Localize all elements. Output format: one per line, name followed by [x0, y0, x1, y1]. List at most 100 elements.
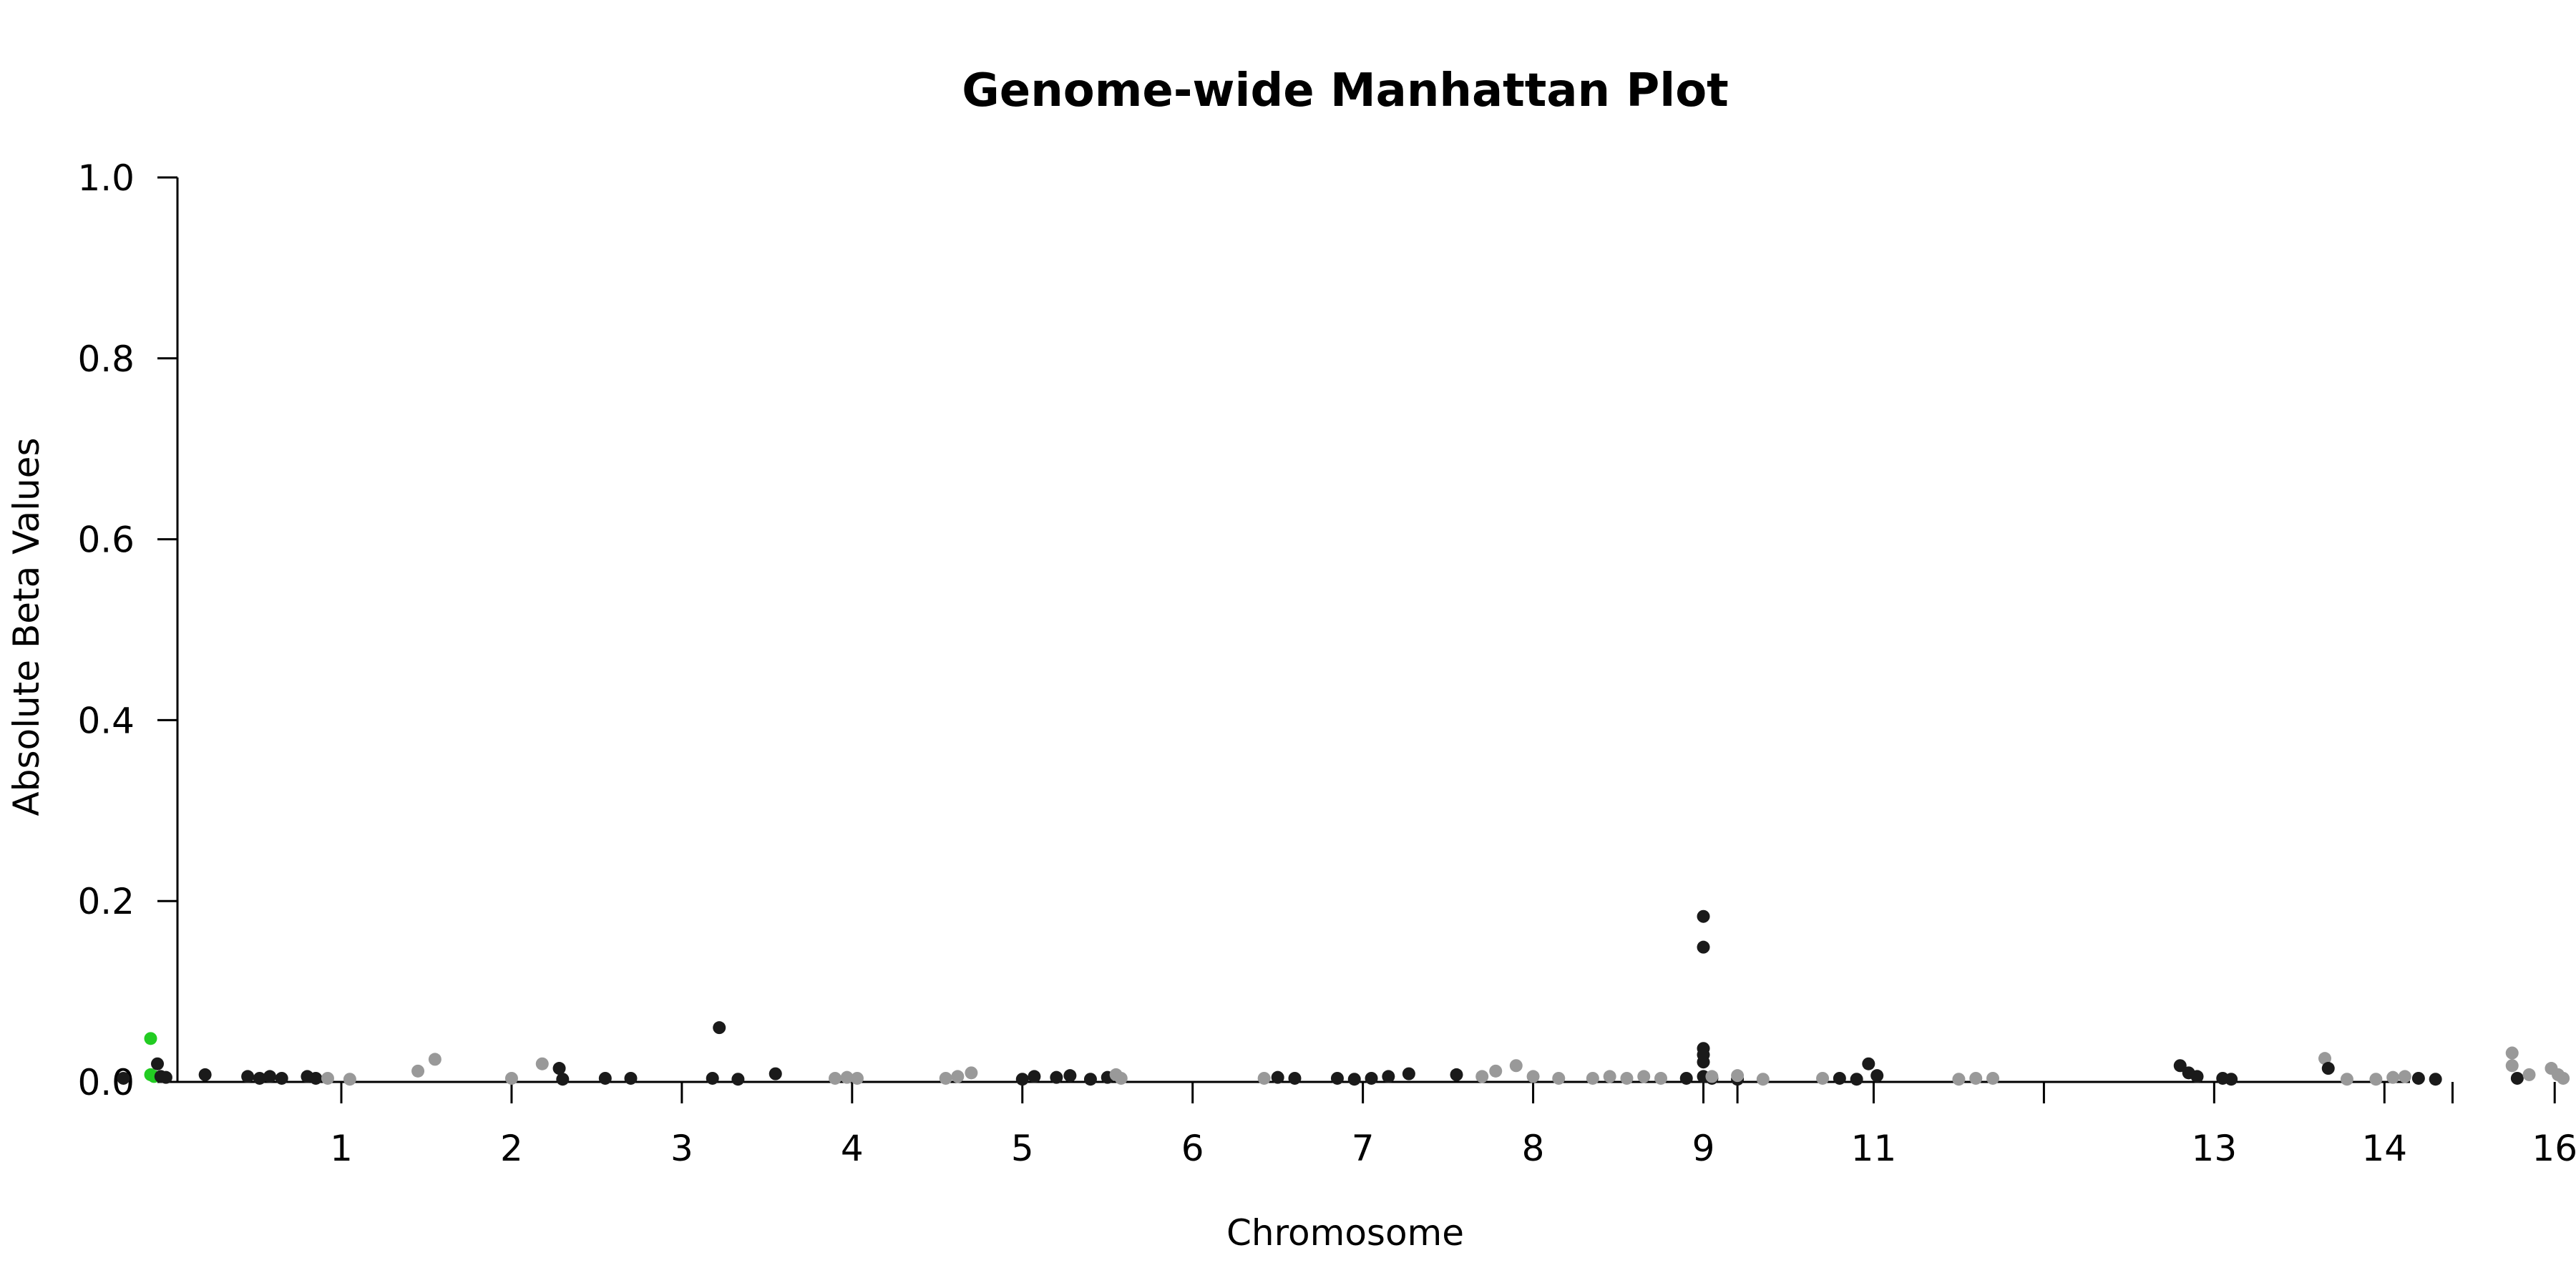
- y-tick-label: 0.2: [77, 881, 135, 922]
- x-tick-label: 2: [500, 1128, 523, 1169]
- data-point: [198, 1068, 212, 1081]
- x-tick-label: 3: [670, 1128, 693, 1169]
- x-tick-label: 8: [1522, 1128, 1545, 1169]
- data-point: [1586, 1071, 1599, 1085]
- data-point: [598, 1071, 612, 1085]
- data-point: [829, 1071, 842, 1085]
- chart-title: Genome-wide Manhattan Plot: [962, 64, 1729, 117]
- data-point: [275, 1071, 288, 1085]
- data-point: [1489, 1064, 1503, 1078]
- data-point: [713, 1021, 726, 1035]
- data-point: [2505, 1046, 2519, 1060]
- data-point: [1969, 1071, 1983, 1085]
- data-point: [1679, 1071, 1693, 1085]
- x-tick-label: 13: [2192, 1128, 2238, 1169]
- x-axis-ticks: 12345678911131416182023: [330, 1082, 2576, 1169]
- data-point: [731, 1073, 745, 1086]
- x-tick-label: 4: [841, 1128, 864, 1169]
- data-point: [151, 1057, 165, 1070]
- data-point: [1816, 1071, 1830, 1085]
- data-point: [624, 1071, 638, 1085]
- data-point: [850, 1071, 864, 1085]
- y-tick-label: 0.6: [77, 519, 135, 561]
- data-point: [1526, 1070, 1540, 1083]
- data-point: [2510, 1071, 2524, 1085]
- data-point: [1952, 1073, 1966, 1086]
- data-point: [1450, 1068, 1463, 1081]
- data-point: [2429, 1073, 2442, 1086]
- data-point: [552, 1062, 566, 1075]
- data-point: [343, 1073, 356, 1086]
- data-point: [840, 1070, 854, 1084]
- data-point: [2557, 1071, 2570, 1085]
- data-point: [1330, 1071, 1344, 1085]
- data-point: [1257, 1071, 1271, 1085]
- y-tick-label: 1.0: [77, 157, 135, 199]
- data-point: [1833, 1071, 1846, 1085]
- data-point: [2321, 1062, 2335, 1075]
- data-point: [411, 1064, 425, 1078]
- y-axis-label: Absolute Beta Values: [6, 438, 47, 816]
- data-point: [1347, 1073, 1361, 1086]
- data-point: [1870, 1069, 1884, 1083]
- data-point: [1637, 1070, 1651, 1083]
- x-tick-label: 9: [1692, 1128, 1715, 1169]
- data-point: [2190, 1070, 2204, 1083]
- data-point: [1697, 940, 1710, 954]
- data-point: [309, 1071, 323, 1085]
- data-point: [1756, 1073, 1770, 1086]
- x-tick-label: 1: [330, 1128, 353, 1169]
- data-point: [159, 1070, 172, 1084]
- data-point: [241, 1070, 255, 1083]
- data-point: [1063, 1069, 1077, 1083]
- data-point: [1271, 1070, 1284, 1084]
- data-point: [951, 1070, 965, 1083]
- data-point: [253, 1071, 266, 1085]
- data-point: [1654, 1071, 1668, 1085]
- data-point: [428, 1053, 441, 1066]
- data-point: [1697, 909, 1710, 923]
- data-point: [1862, 1057, 1875, 1070]
- data-point: [706, 1071, 719, 1085]
- data-point: [1697, 1055, 1710, 1069]
- data-point: [1083, 1073, 1097, 1086]
- x-tick-label: 16: [2532, 1128, 2576, 1169]
- data-point: [1509, 1059, 1523, 1073]
- data-point: [1288, 1071, 1302, 1085]
- data-point: [321, 1071, 334, 1085]
- data-point: [2386, 1070, 2400, 1084]
- data-point: [1475, 1070, 1489, 1083]
- data-point: [2173, 1059, 2187, 1073]
- x-axis-label: Chromosome: [1226, 1212, 1464, 1254]
- data-point: [117, 1071, 130, 1085]
- data-point: [2505, 1059, 2519, 1073]
- data-point: [1603, 1070, 1616, 1083]
- data-point: [1552, 1071, 1566, 1085]
- x-tick-label: 6: [1181, 1128, 1204, 1169]
- data-point: [2369, 1073, 2383, 1086]
- data-point: [939, 1071, 952, 1085]
- data-point: [965, 1066, 978, 1080]
- x-tick-label: 14: [2361, 1128, 2407, 1169]
- data-point: [1850, 1073, 1863, 1086]
- data-point: [2398, 1070, 2411, 1083]
- x-tick-label: 7: [1352, 1128, 1375, 1169]
- data-point: [556, 1073, 570, 1086]
- y-axis-ticks: 0.00.20.40.60.81.0: [77, 157, 177, 1103]
- data-point: [263, 1070, 277, 1083]
- data-point: [1731, 1069, 1745, 1083]
- data-point: [1028, 1070, 1041, 1083]
- data-point: [535, 1057, 549, 1070]
- data-point: [1382, 1070, 1395, 1083]
- data-point: [2340, 1073, 2353, 1086]
- data-point: [144, 1032, 157, 1045]
- x-tick-label: 11: [1851, 1128, 1897, 1169]
- data-point: [2411, 1071, 2425, 1085]
- data-point: [1015, 1073, 1029, 1086]
- y-tick-label: 0.8: [77, 338, 135, 380]
- data-point: [1705, 1070, 1719, 1083]
- data-point: [1402, 1067, 1415, 1080]
- data-point: [504, 1071, 518, 1085]
- data-point: [1114, 1071, 1128, 1085]
